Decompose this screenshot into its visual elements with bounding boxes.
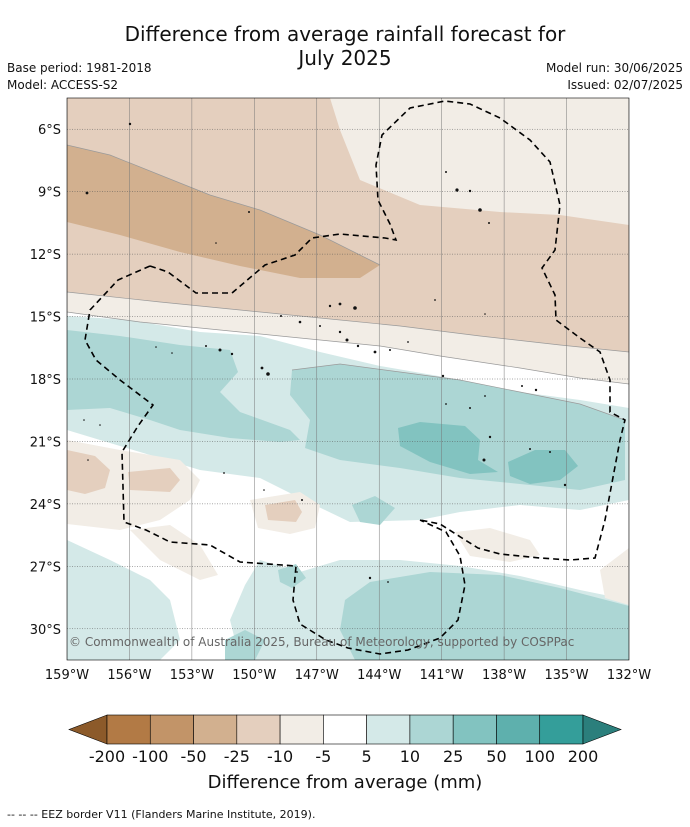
map-frame bbox=[66, 97, 630, 661]
lon-label: 150°W bbox=[232, 668, 276, 683]
eez-footnote: -- -- -- EEZ border V11 (Flanders Marine… bbox=[7, 808, 316, 821]
copyright-text: © Commonwealth of Australia 2025, Bureau… bbox=[69, 635, 574, 649]
grid-lines bbox=[67, 98, 629, 660]
latitude-labels: 6°S 9°S 12°S 15°S 18°S 21°S 24°S 27°S 30°S bbox=[30, 123, 61, 638]
anomaly-region-minus5-sw bbox=[130, 525, 218, 580]
anomaly-region-10to25-blob bbox=[352, 496, 395, 525]
colorbar-segment bbox=[106, 714, 151, 745]
colorbar-label: 25 bbox=[443, 747, 463, 766]
anomaly-region-10to25-southeast bbox=[340, 572, 629, 660]
colorbar-segment bbox=[496, 714, 541, 745]
lon-label: 135°W bbox=[544, 668, 588, 683]
lon-label: 132°W bbox=[607, 668, 651, 683]
meta-left: Base period: 1981-2018 Model: ACCESS-S2 bbox=[7, 60, 152, 94]
anomaly-region-10to25-sw bbox=[225, 630, 265, 660]
colorbar-segment bbox=[452, 714, 497, 745]
colorbar-label: 100 bbox=[524, 747, 555, 766]
colorbar-segment bbox=[409, 714, 454, 745]
lat-label: 18°S bbox=[30, 373, 61, 388]
colorbar-label: -10 bbox=[267, 747, 293, 766]
colorbar-label: 200 bbox=[568, 747, 599, 766]
colorbar-segment bbox=[149, 714, 194, 745]
lon-label: 144°W bbox=[357, 668, 401, 683]
lat-label: 12°S bbox=[30, 248, 61, 263]
anomaly-region-minus25 bbox=[67, 145, 380, 278]
eez-border-french-polynesia-west bbox=[84, 265, 466, 655]
colorbar-arrow-low bbox=[68, 714, 108, 745]
anomaly-region-minus5-se bbox=[600, 548, 629, 605]
island-markers bbox=[83, 122, 567, 583]
lon-label: 156°W bbox=[107, 668, 151, 683]
issued-text: Issued: 02/07/2025 bbox=[567, 78, 683, 92]
lon-label: 159°W bbox=[45, 668, 89, 683]
colorbar-segment bbox=[236, 714, 281, 745]
model-run-text: Model run: 30/06/2025 bbox=[545, 61, 683, 75]
base-period-text: Base period: 1981-2018 bbox=[7, 61, 152, 75]
colorbar-segment bbox=[323, 714, 367, 745]
colorbar-label: -50 bbox=[180, 747, 206, 766]
map-figure: 6°S 9°S 12°S 15°S 18°S 21°S 24°S 27°S 30°S 159°W… bbox=[30, 97, 651, 793]
lon-label: 138°W bbox=[482, 668, 526, 683]
colorbar-label: -200 bbox=[89, 747, 125, 766]
colorbar-label: -100 bbox=[132, 747, 168, 766]
lat-label: 15°S bbox=[30, 311, 61, 326]
lat-label: 30°S bbox=[30, 623, 61, 638]
anomaly-region-minus10 bbox=[67, 98, 629, 352]
colorbar-segment bbox=[539, 714, 584, 745]
colorbar-label: 10 bbox=[400, 747, 420, 766]
contour-lines bbox=[67, 144, 629, 421]
colorbar-label: 5 bbox=[362, 747, 372, 766]
colorbar-segment bbox=[193, 714, 238, 745]
lat-label: 6°S bbox=[38, 123, 61, 138]
map-title-line1: Difference from average rainfall forecas… bbox=[124, 22, 566, 46]
anomaly-region-10to25-small bbox=[278, 564, 306, 588]
anomaly-region-10to25 bbox=[67, 330, 300, 442]
colorbar: -200 -100 -50 -25 -10 -5 5 10 25 50 100 200 Differe… bbox=[68, 714, 622, 793]
anomaly-region-minus10-central bbox=[265, 500, 302, 522]
model-text: Model: ACCESS-S2 bbox=[7, 78, 119, 92]
longitude-labels: 159°W 156°W 153°W 150°W 147°W 144°W 141°W 138°W… bbox=[45, 668, 651, 683]
lat-label: 24°S bbox=[30, 498, 61, 513]
meta-right: Model run: 30/06/2025 Issued: 02/07/2025 bbox=[546, 60, 683, 94]
colorbar-segment bbox=[279, 714, 324, 745]
anomaly-region-minus10-west bbox=[67, 450, 110, 494]
lon-label: 153°W bbox=[170, 668, 214, 683]
lat-label: 9°S bbox=[38, 186, 61, 201]
anomaly-region-minus10-patch bbox=[128, 468, 180, 492]
colorbar-arrow-high bbox=[582, 714, 622, 745]
anomaly-region-minus5-east bbox=[455, 528, 540, 562]
colorbar-label: 50 bbox=[486, 747, 506, 766]
colorbar-label: -5 bbox=[315, 747, 331, 766]
lon-label: 141°W bbox=[420, 668, 464, 683]
map-title: Difference from average rainfall forecas… bbox=[0, 22, 690, 70]
colorbar-label: -25 bbox=[224, 747, 250, 766]
anomaly-region-5to10-south bbox=[67, 540, 180, 660]
lat-label: 21°S bbox=[30, 435, 61, 450]
map-title-line2: July 2025 bbox=[298, 46, 392, 70]
lon-label: 147°W bbox=[295, 668, 339, 683]
rainfall-anomaly-field bbox=[67, 98, 629, 660]
colorbar-title: Difference from average (mm) bbox=[208, 772, 483, 793]
anomaly-region-25to50 bbox=[398, 422, 498, 474]
lat-label: 27°S bbox=[30, 560, 61, 575]
colorbar-segment bbox=[366, 714, 411, 745]
anomaly-region-25to50-east bbox=[508, 450, 578, 484]
eez-borders bbox=[84, 100, 626, 655]
